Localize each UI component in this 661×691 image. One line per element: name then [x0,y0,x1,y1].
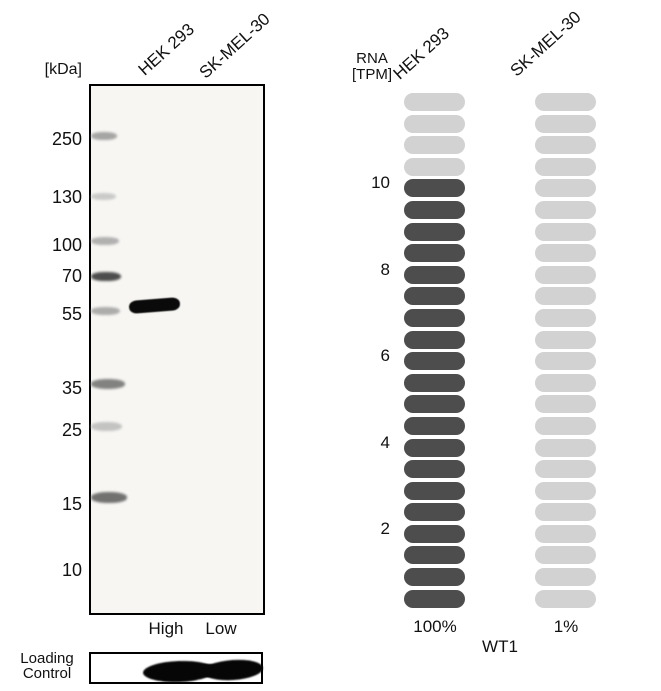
ladder-band-130 [91,193,116,200]
kda-marker-70: 70 [61,266,82,286]
rna-pill-empty [535,460,596,479]
rna-pill-empty [535,179,596,198]
lane-amount-low: Low [205,619,237,638]
rna-pill-empty [535,438,596,457]
rna-pill-empty [535,136,596,155]
rna-pill-filled [404,308,465,327]
rna-pill-empty [404,136,465,155]
rna-pill-filled [404,222,465,241]
rna-pill-empty [535,287,596,306]
rna-pill-empty [535,589,596,608]
blot-membrane [89,84,265,615]
kda-marker-35: 35 [61,378,82,398]
loading-control-label-line1: Loading [20,650,74,667]
rna-axis-tick-6: 6 [380,346,390,366]
rna-pill-empty [404,157,465,176]
rna-pill-filled [404,460,465,479]
rna-axis-tick-4: 4 [380,432,390,452]
kda-marker-15: 15 [61,494,82,514]
kda-marker-250: 250 [51,129,82,149]
gene-name-label: WT1 [482,637,518,656]
rna-pill-filled [404,438,465,457]
rna-pill-empty [535,481,596,500]
rna-pill-empty [535,265,596,284]
rna-pill-empty [535,200,596,219]
ladder-band-55 [91,307,120,315]
rna-pill-filled [404,503,465,522]
rna-axis-title: RNA [TPM] [341,51,403,83]
loading-control-membrane [89,652,264,684]
rna-pill-empty [535,416,596,435]
rna-pill-filled [404,265,465,284]
rna-pill-filled [404,524,465,543]
rna-pill-empty [535,503,596,522]
rna-pill-column-2 [535,93,596,608]
rna-pill-filled [404,546,465,565]
rna-pill-empty [535,352,596,371]
rna-axis-tick-2: 2 [380,519,390,538]
rna-percent-skmel30: 1% [553,617,579,636]
rna-pill-empty [535,114,596,133]
ladder-band-100 [91,237,119,245]
rna-pill-filled [404,352,465,371]
rna-pill-filled [404,373,465,392]
rna-pill-filled [404,330,465,349]
rna-pill-filled [404,200,465,219]
rna-pill-empty [535,244,596,263]
loading-control-label: Loading Control [8,651,86,681]
rna-pill-empty [535,568,596,587]
kda-marker-55: 55 [61,304,82,324]
rna-pill-empty [404,114,465,133]
rna-pill-empty [535,330,596,349]
rna-pill-empty [535,222,596,241]
rna-pill-empty [535,546,596,565]
lane-amount-high: High [148,619,184,638]
loading-control-band [195,664,221,677]
kda-marker-25: 25 [61,420,82,440]
ladder-band-35 [91,379,125,389]
rna-pill-filled [404,395,465,414]
rna-pill-filled [404,179,465,198]
ladder-band-25 [91,422,122,431]
rna-pill-filled [404,416,465,435]
rna-pill-empty [404,93,465,111]
loading-control-label-line2: Control [22,665,72,682]
rna-pill-filled [404,244,465,263]
rna-pill-filled [404,287,465,306]
kda-marker-100: 100 [51,235,82,255]
rna-axis-tick-8: 8 [380,259,390,279]
rna-pill-empty [535,93,596,111]
rna-pill-empty [535,157,596,176]
ladder-band-250 [91,132,117,140]
ladder-band-70 [91,272,121,281]
rna-percent-hek293: 100% [413,617,457,636]
kda-marker-130: 130 [51,187,82,207]
rna-pill-empty [535,308,596,327]
rna-axis-title-line1: RNA [356,50,388,67]
kda-marker-10: 10 [61,560,82,580]
rna-pill-column-1 [404,93,465,608]
rna-pill-filled [404,589,465,608]
rna-pill-empty [535,524,596,543]
rna-pill-empty [535,395,596,414]
rna-axis-title-line2: [TPM] [352,66,392,83]
kda-unit-label: [kDa] [44,61,82,78]
rna-pill-filled [404,481,465,500]
rna-axis-tick-10: 10 [371,173,390,193]
rna-pill-empty [535,373,596,392]
rna-pill-filled [404,568,465,587]
ladder-band-15 [91,492,127,503]
